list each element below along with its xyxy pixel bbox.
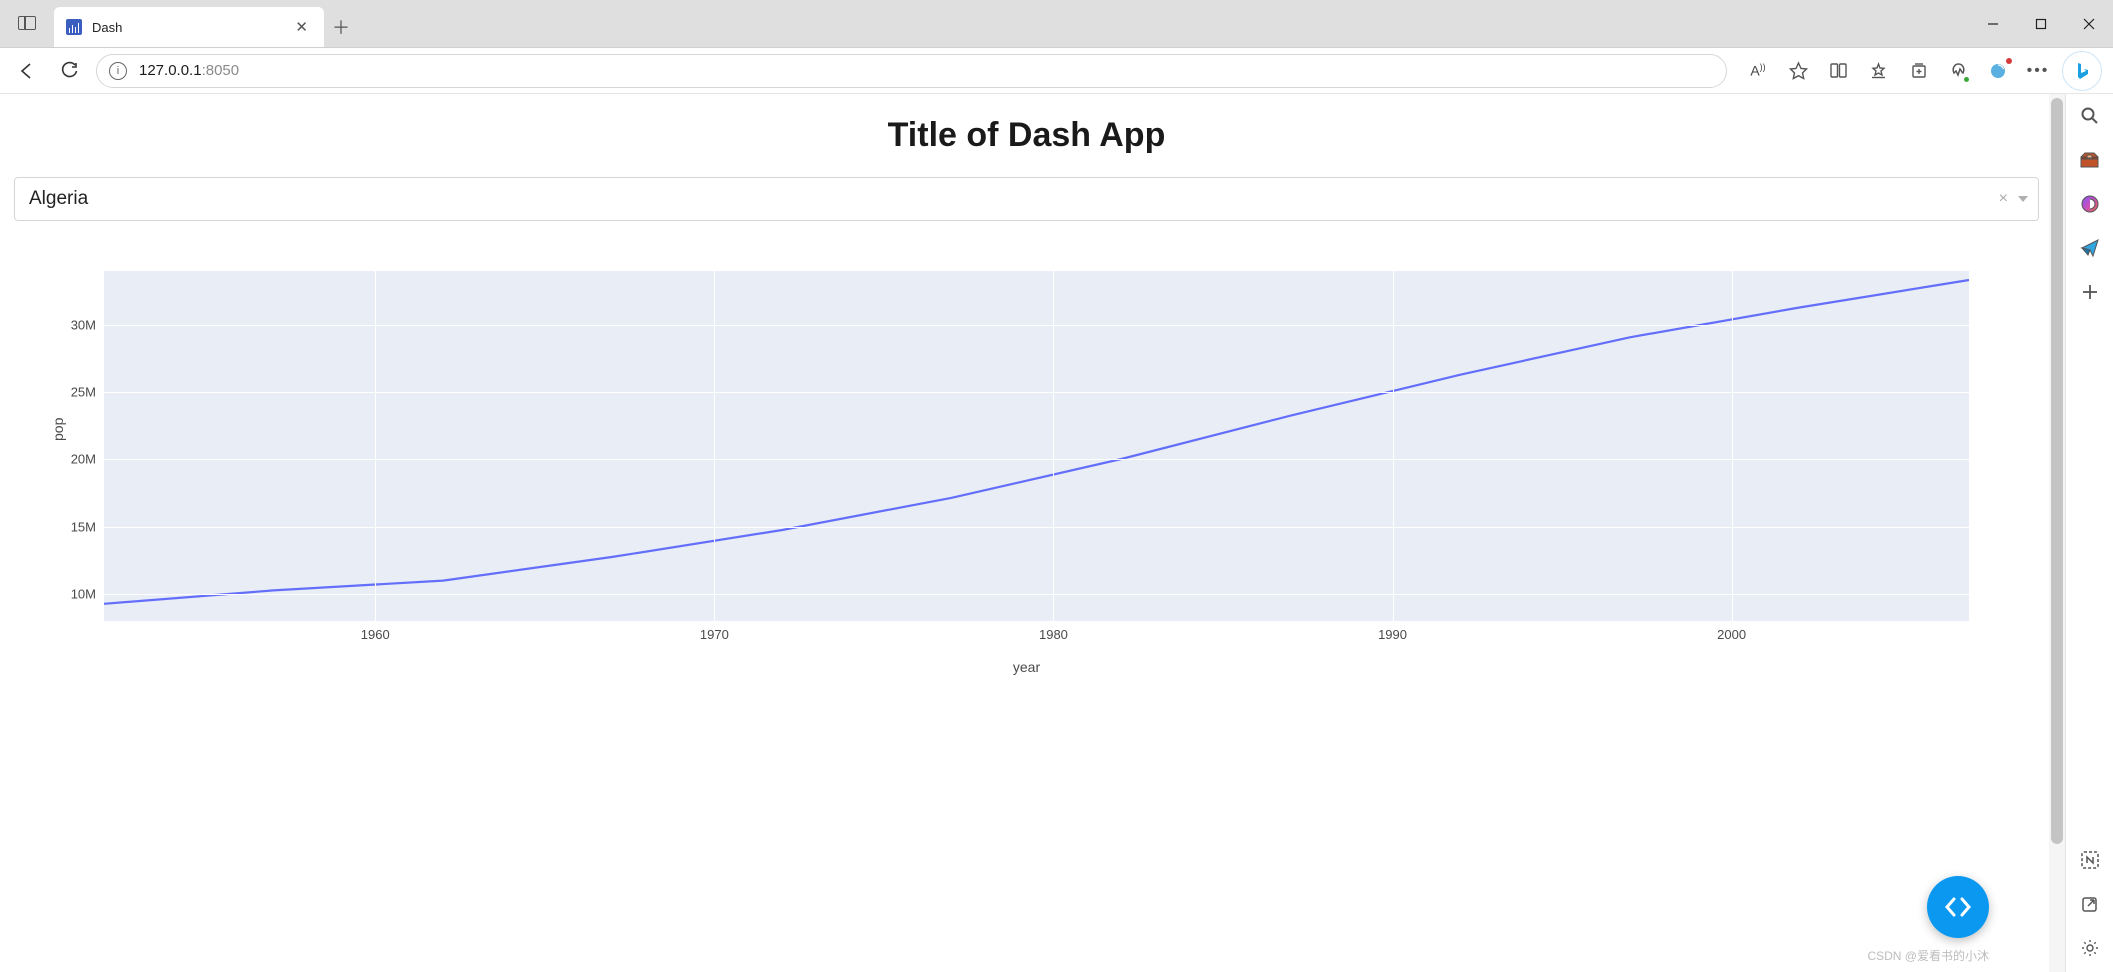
tab-actions-icon	[18, 16, 36, 30]
browser-titlebar: Dash ✕ ＋	[0, 0, 2113, 48]
chart-plot-area: 1960197019801990200010M15M20M25M30M	[104, 271, 1969, 621]
country-dropdown[interactable]: Algeria ×	[14, 177, 2039, 221]
chart-ytick: 20M	[71, 452, 104, 467]
window-controls	[1969, 0, 2113, 48]
back-button[interactable]	[8, 53, 46, 89]
more-button[interactable]: •••	[2019, 53, 2057, 89]
tab-favicon-icon	[66, 19, 82, 35]
address-bar[interactable]: i 127.0.0.1:8050	[96, 54, 1727, 88]
chart-xtick: 2000	[1717, 621, 1746, 642]
collections-button[interactable]	[1899, 53, 1937, 89]
extension-button[interactable]	[1979, 53, 2017, 89]
chart-ylabel: pop	[50, 418, 66, 441]
tab-close-button[interactable]: ✕	[291, 14, 312, 40]
scrollbar[interactable]	[2049, 94, 2065, 972]
sidebar-screenshot-icon[interactable]	[2076, 846, 2104, 874]
chart-xtick: 1970	[700, 621, 729, 642]
sidebar-share-icon[interactable]	[2076, 890, 2104, 918]
chart-xtick: 1960	[361, 621, 390, 642]
read-aloud-button[interactable]: A))	[1739, 53, 1777, 89]
chevron-down-icon	[2018, 196, 2028, 202]
new-tab-button[interactable]: ＋	[324, 7, 358, 47]
sidebar-settings-icon[interactable]	[2076, 934, 2104, 962]
performance-button[interactable]	[1939, 53, 1977, 89]
site-info-icon[interactable]: i	[109, 62, 127, 80]
address-text: 127.0.0.1:8050	[139, 62, 1714, 79]
dropdown-value: Algeria	[29, 188, 88, 210]
chart-xtick: 1980	[1039, 621, 1068, 642]
browser-toolbar: i 127.0.0.1:8050 A)) •••	[0, 48, 2113, 94]
scrollbar-thumb[interactable]	[2051, 98, 2063, 844]
split-screen-button[interactable]	[1819, 53, 1857, 89]
favorites-bar-button[interactable]	[1859, 53, 1897, 89]
sidebar-office-icon[interactable]	[2076, 190, 2104, 218]
tab-actions-button[interactable]	[0, 0, 54, 47]
window-maximize-button[interactable]	[2017, 0, 2065, 48]
chart-line	[104, 271, 1969, 621]
sidebar-tools-icon[interactable]	[2076, 146, 2104, 174]
chart-ytick: 10M	[71, 587, 104, 602]
tab-title: Dash	[92, 20, 291, 35]
edge-sidebar	[2065, 94, 2113, 972]
sidebar-search-icon[interactable]	[2076, 102, 2104, 130]
window-minimize-button[interactable]	[1969, 0, 2017, 48]
chart-ytick: 15M	[71, 519, 104, 534]
watermark-text: CSDN @爱看书的小沐	[1867, 947, 1989, 964]
dropdown-clear-button[interactable]: ×	[1999, 190, 2008, 208]
dash-devtools-button[interactable]	[1927, 876, 1989, 938]
page-viewport: Title of Dash App Algeria × pop 19601970…	[0, 94, 2065, 972]
browser-tab[interactable]: Dash ✕	[54, 7, 324, 47]
window-close-button[interactable]	[2065, 0, 2113, 48]
favorite-button[interactable]	[1779, 53, 1817, 89]
chart-ytick: 30M	[71, 317, 104, 332]
page-title: Title of Dash App	[14, 116, 2039, 155]
bing-chat-button[interactable]	[2059, 53, 2105, 89]
chart-xlabel: year	[14, 659, 2039, 675]
chart-ytick: 25M	[71, 385, 104, 400]
sidebar-add-button[interactable]	[2076, 278, 2104, 306]
bing-icon	[2062, 51, 2102, 91]
population-chart[interactable]: pop 1960197019801990200010M15M20M25M30M …	[14, 271, 2039, 701]
refresh-button[interactable]	[50, 53, 88, 89]
chart-xtick: 1990	[1378, 621, 1407, 642]
sidebar-send-icon[interactable]	[2076, 234, 2104, 262]
